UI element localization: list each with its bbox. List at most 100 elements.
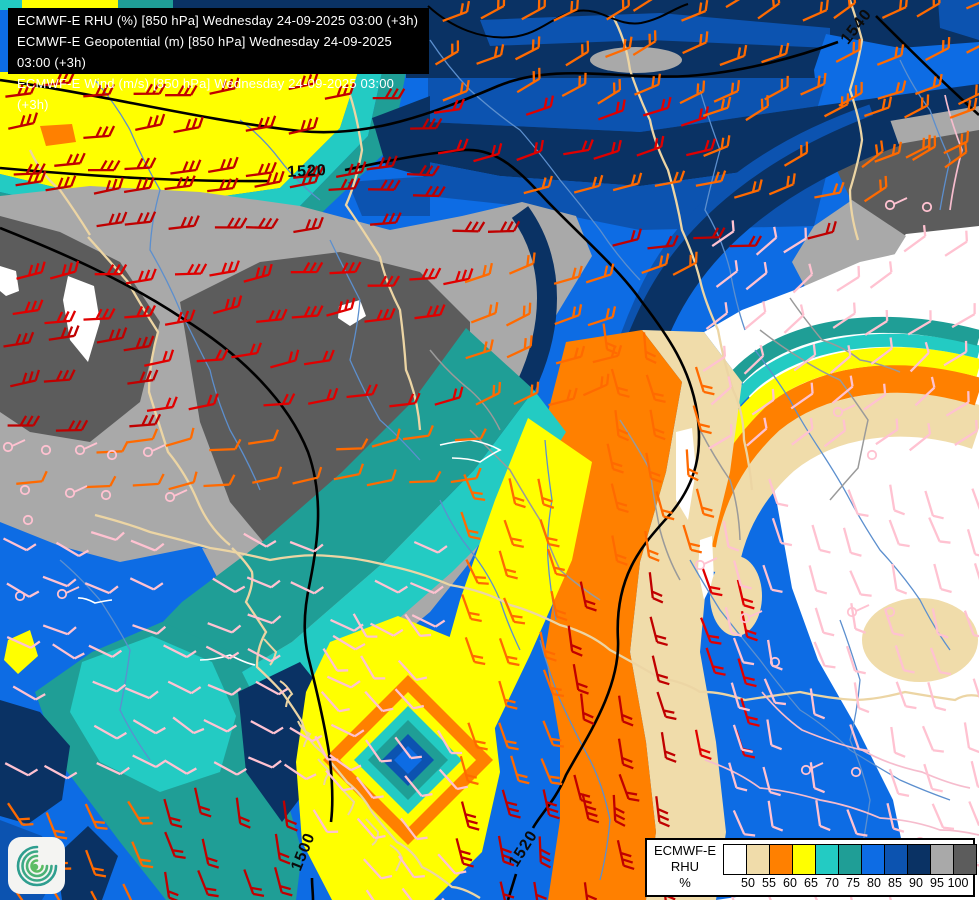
wind-barb [205, 645, 240, 660]
wind-barb [55, 419, 89, 432]
wind-barb [660, 732, 677, 763]
wind-barb [307, 387, 339, 405]
wind-barb [461, 594, 482, 623]
provider-logo [8, 837, 65, 894]
calm-wind-circle [19, 484, 31, 496]
wind-barb [438, 768, 469, 791]
wind-barb [719, 44, 748, 67]
wind-barb [131, 841, 154, 869]
wind-barb [201, 838, 220, 869]
wind-barb [891, 563, 908, 595]
wind-barb [823, 93, 850, 118]
wind-barb [565, 40, 590, 67]
wind-barb [88, 160, 121, 172]
wind-barb [12, 299, 44, 316]
wind-barb [90, 890, 115, 900]
wind-barb [212, 295, 243, 315]
wind-barb [332, 634, 366, 651]
wind-barb [88, 644, 123, 658]
wind-barb [96, 762, 130, 776]
wind-barb [513, 381, 540, 406]
calm-wind-circle [74, 442, 98, 456]
wind-barb [394, 688, 425, 710]
wind-barb [692, 405, 712, 435]
basemap-line [263, 638, 278, 666]
wind-barb [881, 0, 909, 19]
wind-barb [583, 882, 599, 900]
wind-barb [968, 801, 979, 829]
legend-tick: 65 [804, 876, 818, 890]
wind-barb [853, 682, 870, 714]
wind-barb [207, 683, 242, 696]
wind-barb [864, 96, 893, 118]
basemap-line [619, 419, 681, 581]
basemap-line [344, 94, 422, 431]
wind-barb [163, 759, 197, 775]
wind-barb [16, 470, 48, 485]
legend-swatch [746, 844, 770, 875]
wind-barb [43, 764, 78, 780]
title-line-geopotential: ECMWF-E Geopotential (m) [850 hPa] Wedne… [17, 34, 392, 70]
wind-barb [705, 302, 729, 330]
calm-wind-circle [884, 197, 908, 211]
wind-barb [173, 116, 204, 134]
wind-barb [612, 172, 643, 192]
wind-barb [163, 644, 197, 659]
wind-barb [83, 308, 116, 321]
basemap-line [704, 759, 979, 836]
wind-barb [809, 762, 826, 794]
wind-barb [303, 349, 335, 366]
wind-barb [90, 531, 125, 542]
wind-barb [725, 0, 750, 9]
wind-barb [732, 809, 756, 837]
wind-barb [602, 323, 618, 355]
legend-tick: 60 [783, 876, 797, 890]
wind-barb [3, 331, 35, 348]
wind-barb [538, 836, 552, 869]
wind-barb [328, 177, 361, 192]
calm-wind-circle [739, 610, 763, 624]
wind-barb [722, 520, 740, 552]
wind-barb [537, 478, 555, 509]
wind-barb [525, 95, 555, 116]
wind-barb [6, 636, 41, 649]
wind-barb [312, 809, 339, 834]
wind-barb [694, 366, 715, 396]
wind-barb [214, 217, 248, 229]
wind-barb [498, 680, 518, 710]
wind-barb [579, 581, 597, 612]
wind-barb [330, 618, 364, 632]
wind-barb [369, 622, 404, 637]
wind-barb [335, 161, 367, 179]
wind-barb [740, 697, 760, 727]
wind-barb [563, 139, 594, 156]
wind-barb [129, 577, 164, 591]
legend-swatch [815, 844, 839, 875]
wind-barb [555, 345, 586, 365]
wind-barb [252, 466, 283, 484]
wind-barb [903, 225, 927, 253]
wind-barb [833, 0, 857, 20]
wind-barb [909, 341, 930, 373]
legend-swatch [884, 844, 908, 875]
wind-barb [364, 307, 396, 323]
wind-barb [325, 769, 355, 792]
wind-barb [616, 840, 635, 871]
wind-barb [889, 484, 906, 516]
wind-barb [84, 582, 119, 595]
wind-barb [370, 212, 402, 226]
wind-barb [582, 373, 610, 397]
wind-barb [762, 564, 783, 594]
basemap-line [59, 559, 151, 761]
wind-barb [634, 73, 661, 96]
wind-barb [632, 0, 657, 12]
wind-barb [326, 675, 361, 689]
wind-barb [459, 755, 479, 786]
wind-barb [929, 647, 952, 676]
wind-barb [815, 800, 831, 832]
wind-barb [521, 0, 547, 21]
wind-barb [442, 0, 471, 22]
wind-barb [579, 693, 595, 725]
wind-barb [585, 263, 615, 284]
legend-model: ECMWF-E [653, 843, 717, 858]
